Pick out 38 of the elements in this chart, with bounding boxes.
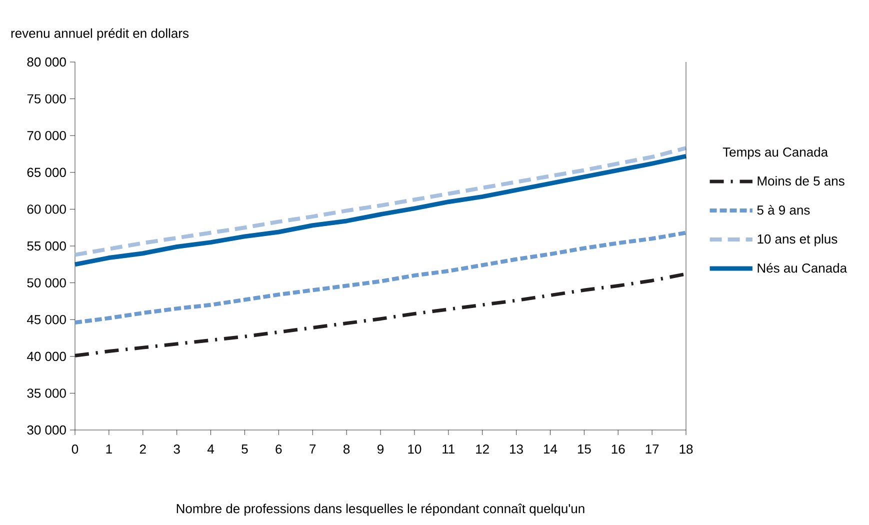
x-axis-title: Nombre de professions dans lesquelles le répondant connaît quelqu'un bbox=[176, 504, 584, 516]
x-tick-label: 6 bbox=[276, 444, 282, 454]
legend-label: Nés au Canada bbox=[758, 263, 848, 273]
x-tick-label: 8 bbox=[344, 444, 350, 454]
x-tick-label: 2 bbox=[140, 444, 146, 454]
y-tick-label: 75 000 bbox=[27, 94, 66, 104]
x-tick-label: 4 bbox=[207, 444, 214, 454]
y-tick-label: 55 000 bbox=[27, 241, 66, 251]
x-tick-label: 12 bbox=[476, 444, 489, 454]
x-tick-label: 10 bbox=[408, 444, 422, 454]
legend-title: Temps au Canada bbox=[722, 147, 828, 160]
y-tick-label: 70 000 bbox=[27, 130, 66, 140]
y-tick-label: 50 000 bbox=[27, 278, 66, 288]
x-tick-label: 5 bbox=[242, 444, 248, 454]
x-tick-label: 13 bbox=[510, 444, 523, 454]
x-tick-label: 11 bbox=[442, 444, 455, 454]
x-tick-label: 16 bbox=[612, 444, 625, 454]
x-tick-label: 1 bbox=[106, 444, 112, 454]
legend-label: 5 à 9 ans bbox=[757, 205, 810, 215]
x-tick-label: 3 bbox=[174, 444, 180, 454]
y-tick-label: 60 000 bbox=[27, 204, 66, 214]
x-tick-label: 18 bbox=[680, 444, 693, 454]
legend-label: Moins de 5 ans bbox=[758, 176, 844, 186]
x-tick-label: 14 bbox=[544, 444, 558, 454]
line-series bbox=[73, 230, 688, 325]
y-tick-label: 30 000 bbox=[27, 425, 66, 435]
x-tick-label: 0 bbox=[72, 444, 78, 454]
y-axis-title: revenu annuel prédit en dollars bbox=[11, 28, 189, 40]
y-tick-label: 45 000 bbox=[27, 314, 66, 324]
y-tick-label: 65 000 bbox=[27, 168, 66, 177]
x-tick-label: 7 bbox=[310, 444, 316, 454]
x-tick-label: 17 bbox=[646, 444, 659, 454]
y-tick-label: 40 000 bbox=[27, 352, 66, 361]
x-tick-label: 9 bbox=[378, 444, 384, 454]
y-tick-label: 80 000 bbox=[27, 57, 66, 67]
y-tick-label: 35 000 bbox=[27, 388, 66, 398]
x-tick-label: 15 bbox=[578, 444, 591, 454]
legend-label: 10 ans et plus bbox=[758, 234, 838, 246]
